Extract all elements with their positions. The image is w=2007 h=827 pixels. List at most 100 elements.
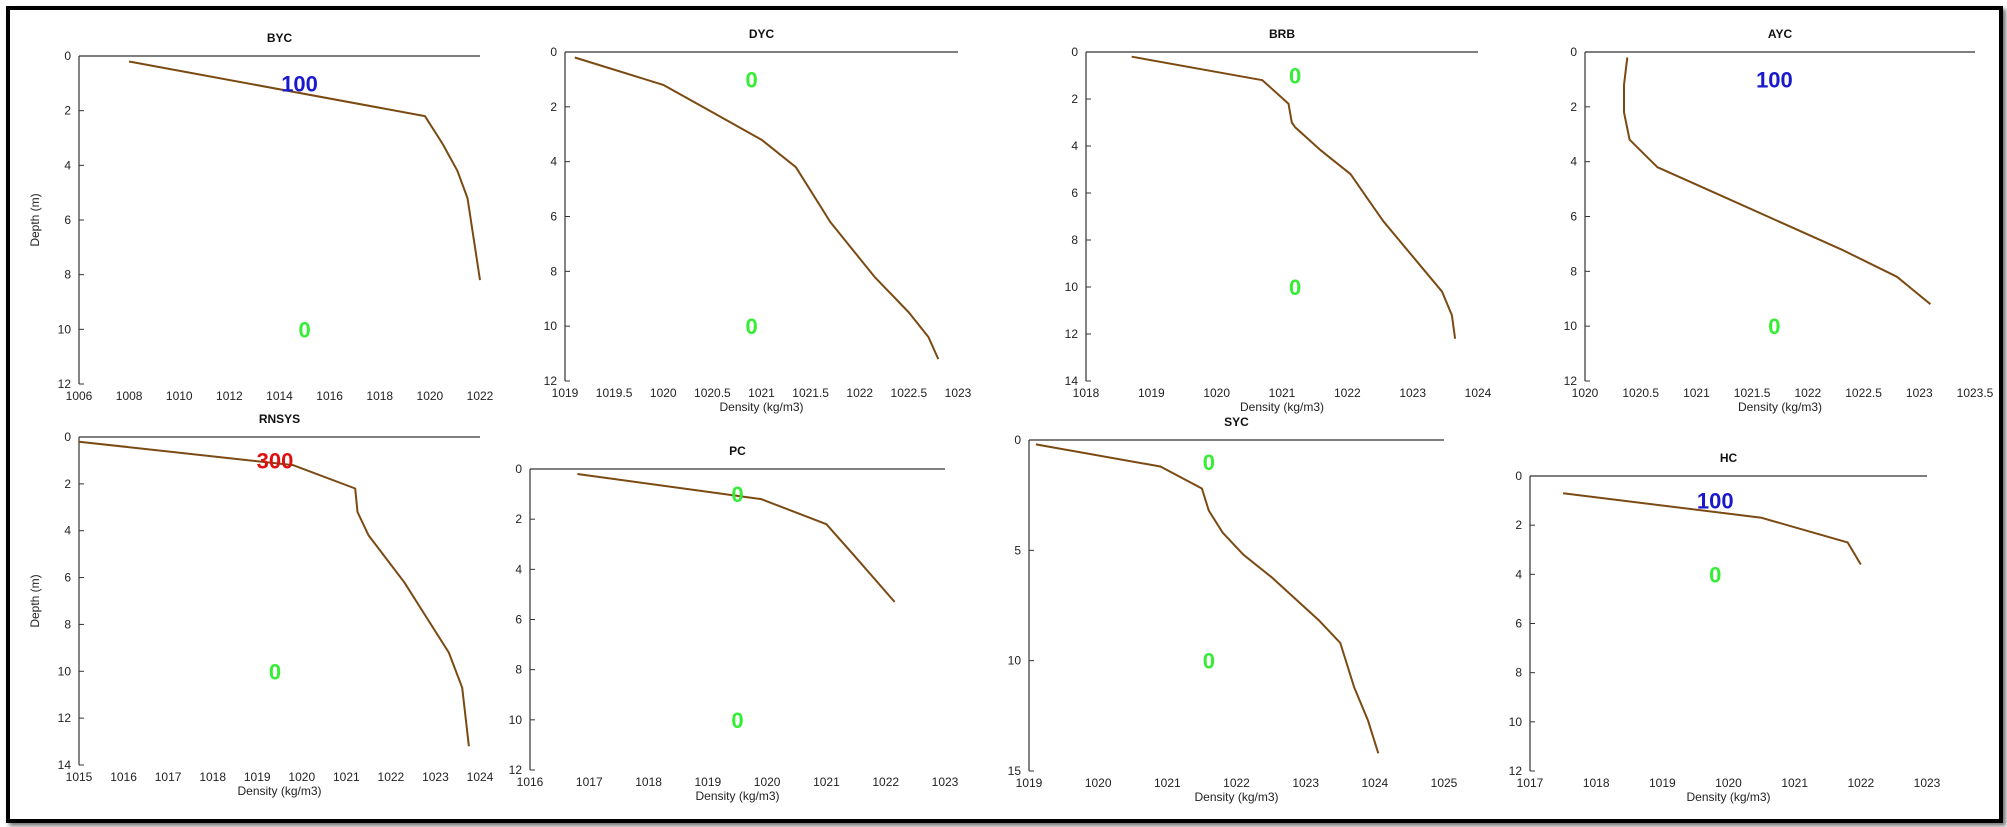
- y-tick-label: 10: [58, 664, 72, 678]
- y-tick-label: 2: [1515, 518, 1522, 532]
- x-tick-label: 1008: [116, 389, 143, 403]
- x-tick-label: 1020: [754, 775, 781, 789]
- x-tick-label: 1017: [576, 775, 603, 789]
- x-tick-label: 1023: [1906, 386, 1933, 400]
- y-tick-label: 2: [550, 100, 557, 114]
- x-tick-label: 1021: [1154, 776, 1181, 790]
- value-annotation: 300: [257, 448, 294, 473]
- x-tick-label: 1019: [244, 770, 271, 784]
- x-tick-label: 1020: [1715, 776, 1742, 790]
- x-tick-label: 1018: [1073, 386, 1100, 400]
- x-tick-label: 1022: [1795, 386, 1822, 400]
- x-tick-label: 1023: [1914, 776, 1941, 790]
- x-tick-label: 1019: [552, 386, 579, 400]
- x-tick-label: 1022.5: [891, 386, 928, 400]
- x-tick-label: 1022: [467, 389, 494, 403]
- y-tick-label: 4: [515, 562, 522, 576]
- y-tick-label: 4: [550, 155, 557, 169]
- x-tick-label: 1020: [650, 386, 677, 400]
- x-axis-label: Density (kg/m3): [237, 784, 321, 798]
- x-tick-label: 1022: [378, 770, 405, 784]
- y-tick-label: 10: [1564, 319, 1578, 333]
- y-tick-label: 8: [515, 663, 522, 677]
- panel-title: AYC: [1768, 27, 1793, 41]
- y-tick-label: 0: [64, 49, 71, 63]
- x-tick-label: 1019: [695, 775, 722, 789]
- x-tick-label: 1021.5: [1734, 386, 1771, 400]
- x-tick-label: 1023: [932, 775, 959, 789]
- x-tick-label: 1012: [216, 389, 243, 403]
- value-annotation: 100: [281, 71, 318, 96]
- value-annotation: 0: [1709, 562, 1721, 587]
- x-tick-label: 1020.5: [694, 386, 731, 400]
- y-tick-label: 8: [64, 268, 71, 282]
- x-tick-label: 1022: [1223, 776, 1250, 790]
- panel-title: BRB: [1269, 27, 1295, 41]
- x-tick-label: 1023: [422, 770, 449, 784]
- x-tick-label: 1016: [517, 775, 544, 789]
- density-profile-line: [1035, 443, 1380, 754]
- value-annotation: 0: [269, 659, 281, 684]
- y-tick-label: 0: [1515, 469, 1522, 483]
- y-tick-label: 8: [1071, 233, 1078, 247]
- value-annotation: 100: [1697, 489, 1734, 514]
- x-axis-label: Density (kg/m3): [695, 789, 779, 803]
- y-tick-label: 10: [1509, 715, 1523, 729]
- x-tick-label: 1021: [748, 386, 775, 400]
- x-tick-label: 1021: [1781, 776, 1808, 790]
- x-tick-label: 1010: [166, 389, 193, 403]
- x-tick-label: 1022.5: [1845, 386, 1882, 400]
- value-annotation: 0: [1768, 314, 1780, 339]
- x-tick-label: 1019.5: [596, 386, 633, 400]
- y-tick-label: 4: [1515, 567, 1522, 581]
- figure-frame: [6, 6, 2003, 823]
- x-tick-label: 1017: [155, 770, 182, 784]
- x-tick-label: 1024: [1465, 386, 1492, 400]
- y-tick-label: 0: [1014, 433, 1021, 447]
- y-tick-label: 2: [64, 104, 71, 118]
- panel-title: DYC: [749, 27, 775, 41]
- value-annotation: 0: [1289, 275, 1301, 300]
- value-annotation: 0: [298, 317, 310, 342]
- y-tick-label: 12: [1509, 764, 1523, 778]
- x-axis-label: Density (kg/m3): [1240, 400, 1324, 414]
- value-annotation: 0: [731, 482, 743, 507]
- x-tick-label: 1021.5: [792, 386, 829, 400]
- x-tick-label: 1016: [316, 389, 343, 403]
- value-annotation: 0: [731, 708, 743, 733]
- x-tick-label: 1020: [288, 770, 315, 784]
- y-tick-label: 4: [1570, 155, 1577, 169]
- density-profile-line: [128, 60, 481, 281]
- value-annotation: 100: [1756, 67, 1793, 92]
- density-profile-line: [574, 56, 940, 360]
- x-tick-label: 1017: [1517, 776, 1544, 790]
- y-tick-label: 14: [58, 758, 72, 772]
- y-tick-label: 6: [1071, 186, 1078, 200]
- x-tick-label: 1018: [199, 770, 226, 784]
- y-tick-label: 10: [509, 713, 523, 727]
- x-tick-label: 1022: [872, 775, 899, 789]
- y-tick-label: 8: [1515, 666, 1522, 680]
- y-tick-label: 4: [64, 524, 71, 538]
- density-profile-line: [1623, 57, 1932, 305]
- y-tick-label: 5: [1014, 543, 1021, 557]
- density-profile-line: [78, 440, 470, 747]
- y-tick-label: 0: [550, 45, 557, 59]
- x-tick-label: 1020: [1203, 386, 1230, 400]
- x-tick-label: 1019: [1649, 776, 1676, 790]
- x-axis-label: Density (kg/m3): [1194, 790, 1278, 804]
- x-tick-label: 1020.5: [1622, 386, 1659, 400]
- x-tick-label: 1021: [1683, 386, 1710, 400]
- y-tick-label: 12: [58, 711, 72, 725]
- density-profile-line: [577, 473, 896, 603]
- value-annotation: 0: [1289, 64, 1301, 89]
- y-tick-label: 6: [1570, 210, 1577, 224]
- y-tick-label: 6: [1515, 617, 1522, 631]
- x-axis-label: Density (kg/m3): [1738, 400, 1822, 414]
- density-profile-line: [1562, 492, 1862, 566]
